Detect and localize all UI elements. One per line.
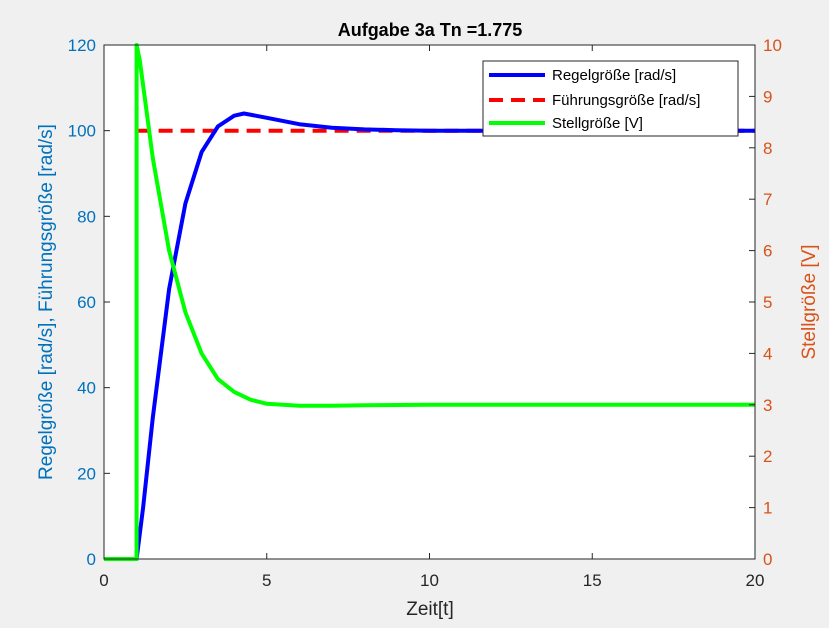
y-right-tick-label: 0	[763, 550, 772, 569]
y-left-tick-label: 120	[68, 36, 96, 55]
y-right-tick-label: 7	[763, 190, 772, 209]
y-right-tick-label: 9	[763, 87, 772, 106]
y-left-tick-label: 40	[77, 379, 96, 398]
x-tick-label: 10	[420, 571, 439, 590]
x-axis-label: Zeit[t]	[406, 599, 454, 620]
y-left-tick-label: 60	[77, 293, 96, 312]
right-axis: 0 1 2 3 4 5 6 7 8 9 10	[749, 36, 782, 569]
chart-title: Aufgabe 3a Tn =1.775	[338, 20, 523, 40]
left-axis: 0 20 40 60 80 100 120	[68, 36, 110, 569]
y-right-tick-label: 10	[763, 36, 782, 55]
x-tick-label: 20	[746, 571, 765, 590]
series-line-stellgroesse	[104, 43, 755, 561]
series-line-regelgroesse	[104, 111, 755, 561]
legend-label-stellgroesse: Stellgröße [V]	[552, 115, 643, 132]
y-axis-left-label: Regelgröße [rad/s], Führungsgröße [rad/s…	[36, 124, 57, 480]
y-right-tick-label: 2	[763, 447, 772, 466]
x-tick-label: 0	[99, 571, 108, 590]
y-right-tick-label: 6	[763, 242, 772, 261]
y-right-tick-label: 3	[763, 396, 772, 415]
legend: Regelgröße [rad/s] Führungsgröße [rad/s]…	[482, 60, 739, 137]
y-right-tick-label: 4	[763, 344, 772, 363]
legend-label-regelgroesse: Regelgröße [rad/s]	[552, 67, 676, 84]
y-left-tick-label: 20	[77, 464, 96, 483]
y-right-tick-label: 5	[763, 293, 772, 312]
x-tick-label: 5	[262, 571, 271, 590]
y-axis-right-label: Stellgröße [V]	[799, 244, 820, 359]
y-left-tick-label: 0	[87, 550, 96, 569]
x-tick-label: 15	[583, 571, 602, 590]
y-left-tick-label: 100	[68, 122, 96, 141]
y-right-tick-label: 1	[763, 499, 772, 518]
y-right-tick-label: 8	[763, 139, 772, 158]
legend-label-fuehrungsgroesse: Führungsgröße [rad/s]	[552, 92, 700, 109]
x-axis: 0 5 10 15 20	[99, 45, 764, 590]
y-left-tick-label: 80	[77, 207, 96, 226]
